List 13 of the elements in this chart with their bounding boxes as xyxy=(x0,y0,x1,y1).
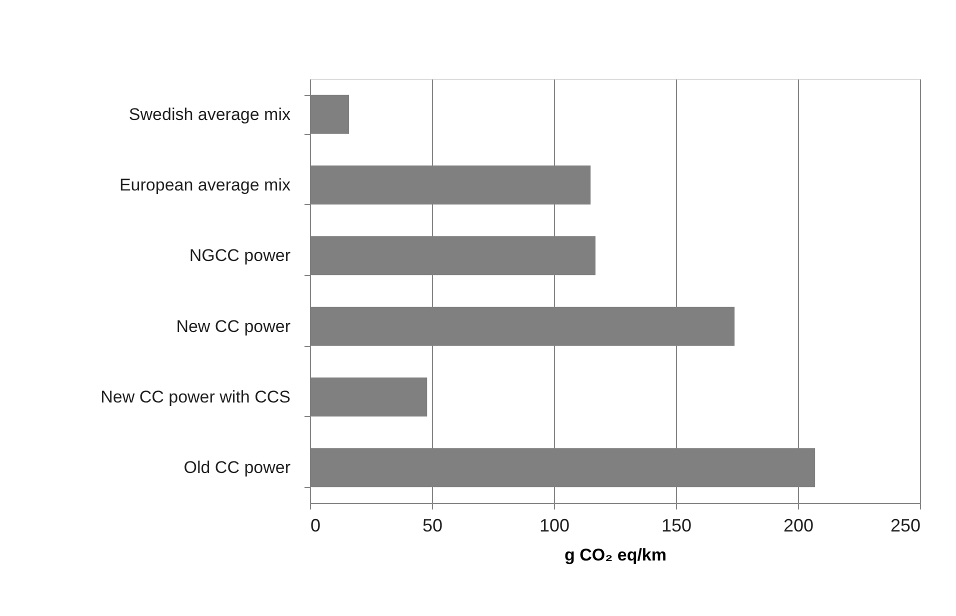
x-tick-label: 0 xyxy=(310,516,321,536)
y-tick-label: New CC power with CCS xyxy=(100,388,290,406)
y-tick-label: New CC power xyxy=(176,316,291,336)
y-tick-label: Old CC power xyxy=(184,458,291,478)
x-tick-label: 50 xyxy=(422,516,443,536)
x-axis-title: g CO₂ eq/km xyxy=(564,546,667,564)
x-tick-label: 200 xyxy=(783,516,814,536)
y-tick-label: NGCC power xyxy=(189,246,291,266)
y-tick-label: European average mix xyxy=(119,176,291,194)
x-tick-label: 100 xyxy=(539,516,570,536)
x-tick-label: 250 xyxy=(890,516,920,536)
y-tick-label: Swedish average mix xyxy=(128,104,291,124)
x-tick-label: 150 xyxy=(661,516,692,536)
